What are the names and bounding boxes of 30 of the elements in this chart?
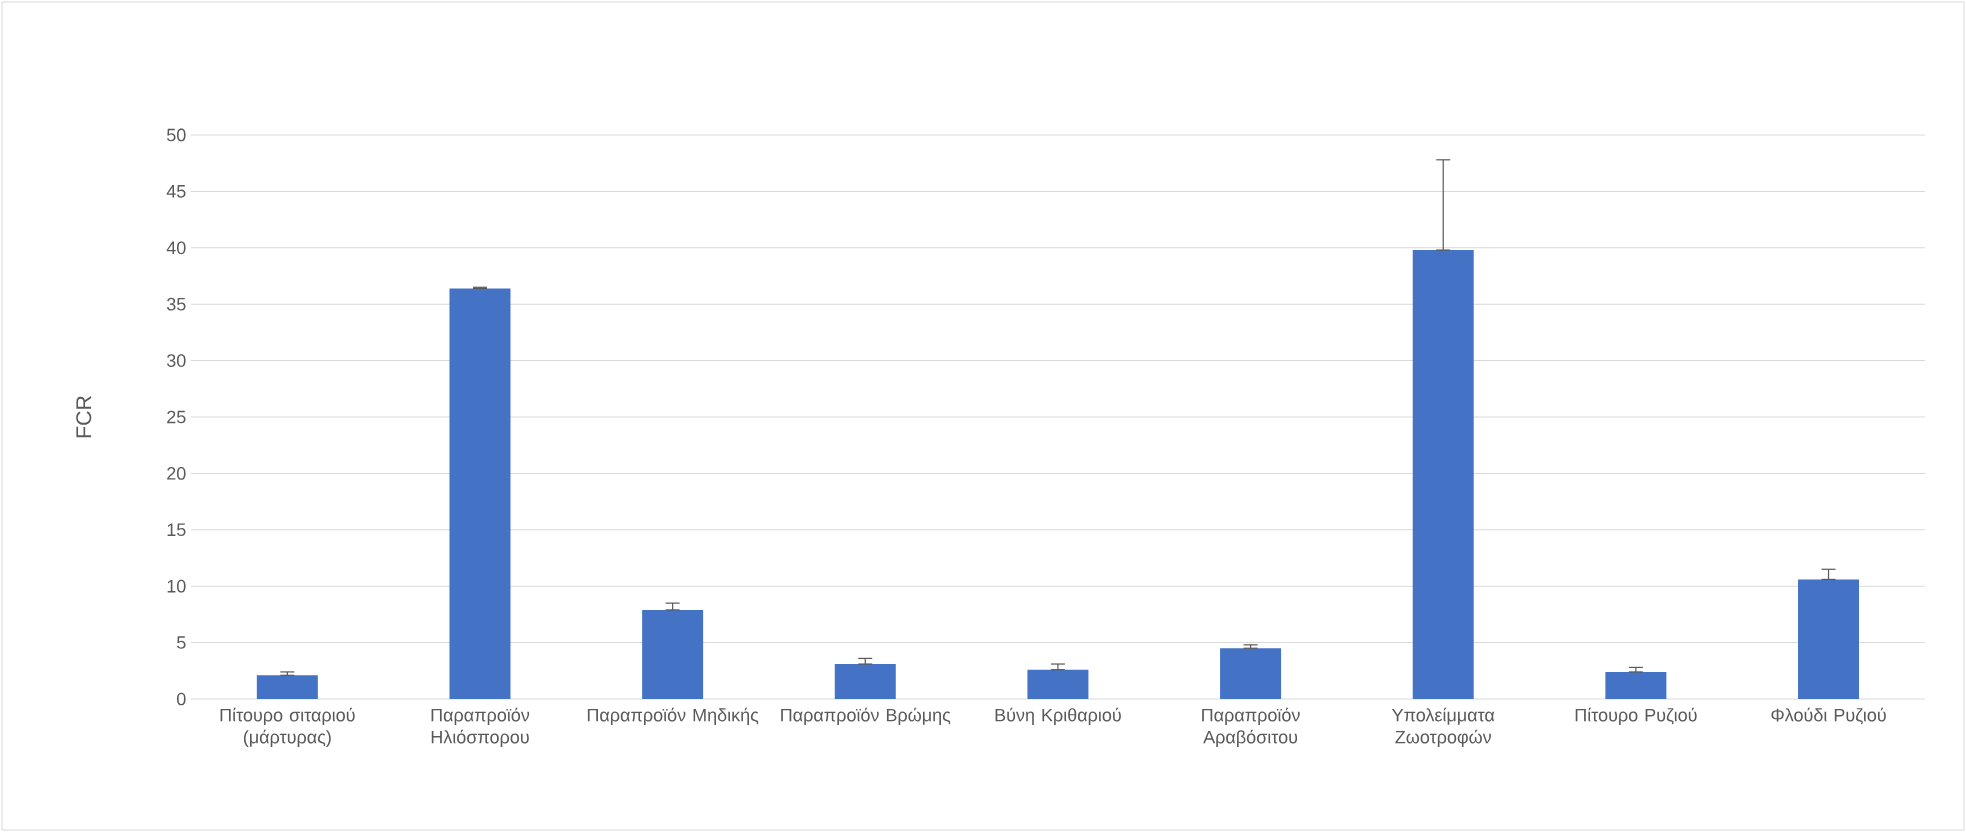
x-tick-label: Φλούδι Ρυζιού bbox=[1771, 707, 1886, 725]
y-tick-label: 30 bbox=[166, 354, 186, 367]
bar bbox=[1798, 579, 1860, 699]
bar bbox=[1027, 669, 1089, 699]
x-tick-label: Υπολείμματα Ζωοτροφών bbox=[1391, 707, 1495, 748]
y-tick-label: 50 bbox=[166, 128, 186, 142]
y-tick-label: 45 bbox=[166, 185, 186, 198]
bar bbox=[449, 288, 511, 699]
x-tick-label: Βύνη Κριθαριού bbox=[995, 707, 1121, 726]
x-tick-label: Παραπροϊόν Βρώμης bbox=[781, 707, 951, 726]
bar bbox=[1220, 648, 1282, 699]
bar bbox=[642, 609, 704, 699]
bar bbox=[1605, 671, 1667, 699]
y-tick-label: 5 bbox=[176, 636, 186, 649]
y-tick-label: 20 bbox=[167, 467, 186, 480]
y-tick-label: 10 bbox=[167, 579, 186, 593]
x-tick-label: Πίτουρο Ρυζιού bbox=[1575, 707, 1697, 726]
y-tick-label: 40 bbox=[166, 241, 186, 255]
bar bbox=[834, 664, 896, 699]
x-tick-label: Παραπροϊόν Ηλιόσπορου bbox=[431, 707, 530, 748]
x-tick-label: Παραπροϊόν Μηδικής bbox=[587, 707, 759, 726]
y-tick-label: 0 bbox=[176, 692, 186, 706]
x-tick-label: Παραπροϊόν Αραβόσιτου bbox=[1202, 707, 1300, 748]
y-tick-label: 25 bbox=[167, 410, 186, 424]
y-tick-label: 35 bbox=[166, 297, 186, 311]
x-tick-label: Πίτουρο σιταριού (μάρτυρας) bbox=[220, 707, 355, 748]
bar bbox=[1412, 250, 1474, 699]
y-tick-label: 15 bbox=[167, 523, 186, 537]
bar bbox=[256, 675, 318, 699]
y-axis-title: FCR bbox=[76, 396, 92, 438]
